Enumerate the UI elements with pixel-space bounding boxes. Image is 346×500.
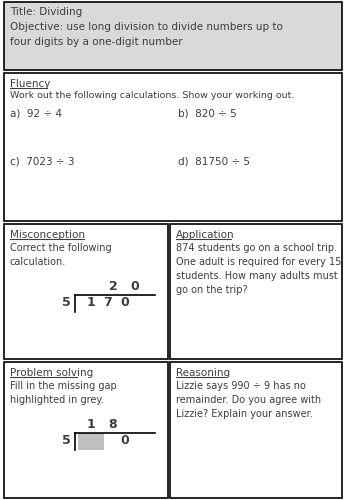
Bar: [170, 362, 342, 498]
Text: 2: 2: [109, 280, 117, 293]
Text: 1: 1: [86, 418, 95, 431]
Bar: [4, 73, 342, 221]
Bar: [4, 224, 168, 359]
Text: 0: 0: [131, 280, 139, 293]
Text: Misconception: Misconception: [10, 230, 85, 240]
Text: Fluency: Fluency: [10, 79, 51, 89]
Text: 0: 0: [121, 434, 129, 448]
Text: Lizzie says 990 ÷ 9 has no
remainder. Do you agree with
Lizzie? Explain your ans: Lizzie says 990 ÷ 9 has no remainder. Do…: [176, 381, 321, 419]
Text: 1: 1: [86, 296, 95, 310]
Text: b)  820 ÷ 5: b) 820 ÷ 5: [178, 109, 237, 119]
Text: Title: Dividing
Objective: use long division to divide numbers up to
four digits: Title: Dividing Objective: use long divi…: [10, 7, 283, 46]
Text: Work out the following calculations. Show your working out.: Work out the following calculations. Sho…: [10, 91, 294, 100]
Bar: [4, 2, 342, 70]
Bar: [78, 433, 104, 450]
Text: Fill in the missing gap
highlighted in grey.: Fill in the missing gap highlighted in g…: [10, 381, 117, 405]
Text: 7: 7: [103, 296, 112, 310]
Text: 5: 5: [62, 434, 71, 448]
Text: a)  92 ÷ 4: a) 92 ÷ 4: [10, 109, 62, 119]
Text: Reasoning: Reasoning: [176, 368, 230, 378]
Text: d)  81750 ÷ 5: d) 81750 ÷ 5: [178, 157, 250, 167]
Text: 8: 8: [109, 418, 117, 431]
Text: Application: Application: [176, 230, 235, 240]
Text: 0: 0: [121, 296, 129, 310]
Bar: [4, 362, 168, 498]
Text: 874 students go on a school trip.
One adult is required for every 15
students. H: 874 students go on a school trip. One ad…: [176, 243, 342, 295]
Bar: [170, 224, 342, 359]
Text: 5: 5: [62, 296, 71, 310]
Text: Problem solving: Problem solving: [10, 368, 93, 378]
Text: Correct the following
calculation.: Correct the following calculation.: [10, 243, 112, 267]
Text: c)  7023 ÷ 3: c) 7023 ÷ 3: [10, 157, 74, 167]
